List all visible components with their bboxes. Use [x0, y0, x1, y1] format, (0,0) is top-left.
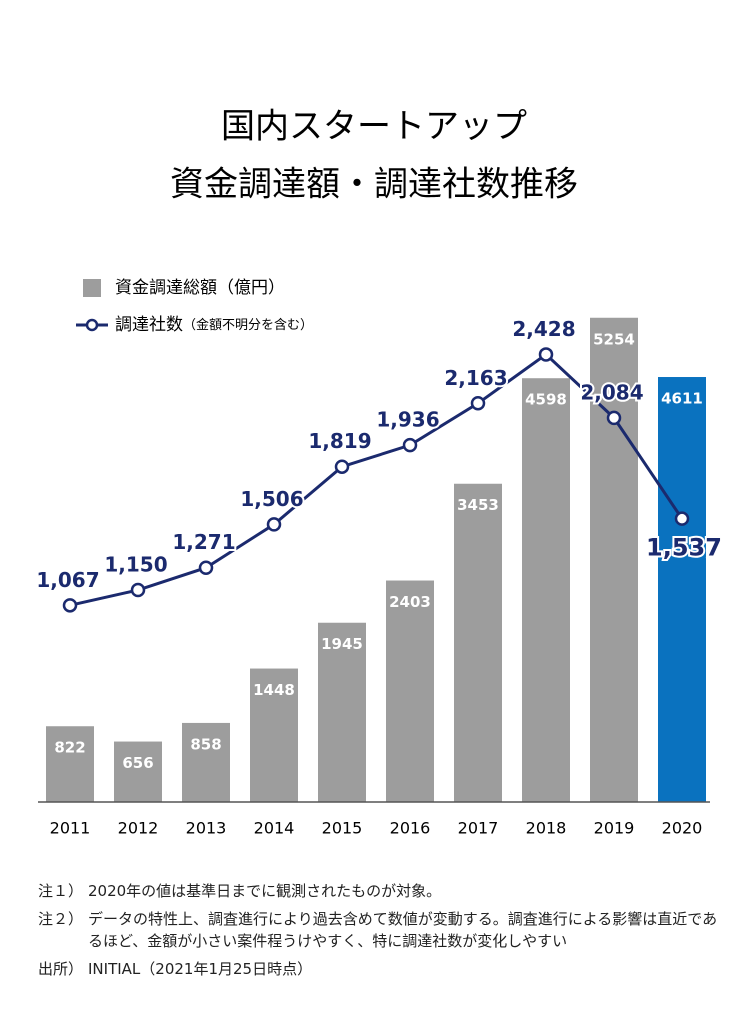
- legend-swatch: [83, 279, 101, 297]
- line-value-label: 1,506: [240, 487, 303, 511]
- line-value-label: 2,084: [580, 380, 643, 404]
- x-tick-label: 2020: [662, 819, 703, 838]
- line: [69, 352, 684, 607]
- bar: [454, 483, 502, 802]
- bar: [658, 377, 706, 802]
- x-tick-label: 2015: [322, 819, 363, 838]
- legend-label: 調達社数: [115, 315, 183, 335]
- legend-label: 資金調達総額（億円）: [115, 278, 285, 298]
- x-tick-label: 2014: [254, 819, 295, 838]
- note-text: INITIAL（2021年1月25日時点）: [88, 960, 313, 978]
- bar-value-label: 4611: [661, 390, 703, 408]
- line-point: [334, 459, 350, 474]
- note: 出所） INITIAL（2021年1月25日時点）: [38, 958, 718, 980]
- bar-value-label: 5254: [593, 330, 635, 348]
- bar-value-label: 858: [190, 735, 221, 753]
- line-value-label: 1,271: [172, 530, 235, 554]
- bar: [250, 668, 298, 802]
- x-tick-label: 2013: [186, 819, 227, 838]
- line-point: [198, 560, 214, 575]
- bar-value-label: 1448: [253, 681, 295, 699]
- bar: [182, 722, 230, 802]
- line-point: [606, 410, 622, 426]
- note: 注１） 2020年の値は基準日までに観測されたものが対象。: [38, 880, 718, 902]
- line-point: [130, 582, 146, 598]
- bar-value-label: 1945: [321, 635, 363, 653]
- bar: [522, 378, 570, 802]
- legend-swatch: [85, 318, 99, 332]
- x-tick-label: 2012: [118, 819, 159, 838]
- x-tick-label: 2019: [594, 819, 635, 838]
- note-label: 注１）: [38, 882, 84, 900]
- note-text: 2020年の値は基準日までに観測されたものが対象。: [88, 882, 442, 900]
- note-label: 注２）: [38, 910, 84, 928]
- line-point: [402, 437, 418, 453]
- bar: [318, 622, 366, 802]
- x-tick-label: 2018: [526, 819, 567, 838]
- chart-title: 国内スタートアップ: [221, 107, 527, 147]
- note: 注２） データの特性上、調査進行により過去含めて数値が変動する。調査進行による影響…: [38, 908, 718, 952]
- note-label: 出所）: [38, 960, 84, 978]
- bar-value-label: 822: [54, 739, 85, 757]
- notes: 注１） 2020年の値は基準日までに観測されたものが対象。 注２） データの特性上、調…: [38, 880, 718, 986]
- line-value-label: 1,067: [36, 568, 99, 592]
- bar-value-label: 4598: [525, 391, 567, 409]
- legend-label: 資金調達総額（億円）: [115, 278, 285, 298]
- line-value-label: 2,428: [512, 317, 575, 341]
- chart: 国内スタートアップ 資金調達額・調達社数推移 822 656 858 1448 1945…: [34, 107, 724, 838]
- bar-value-label: 3453: [457, 496, 499, 514]
- x-tick-label: 2017: [458, 819, 499, 838]
- line-point: [62, 598, 78, 613]
- bar: [46, 726, 94, 802]
- chart-title: 資金調達額・調達社数推移: [170, 165, 578, 205]
- legend-label: 調達社数（金額不明分を含む）: [115, 315, 313, 335]
- line-point: [538, 347, 554, 362]
- line-value-label: 1,150: [104, 553, 167, 577]
- note-text: データの特性上、調査進行により過去含めて数値が変動する。調査進行による影響は直近…: [88, 910, 718, 950]
- line-point: [266, 517, 282, 532]
- line-value-label: 1,936: [376, 408, 439, 432]
- bar-value-label: 656: [122, 754, 153, 772]
- bar: [386, 580, 434, 802]
- bar-value-label: 2403: [389, 593, 431, 611]
- x-tick-label: 2016: [390, 819, 431, 838]
- x-tick-label: 2011: [50, 819, 91, 838]
- legend-note: （金額不明分を含む）: [183, 317, 313, 333]
- line-value-label: 2,163: [444, 366, 507, 390]
- line-point: [470, 396, 486, 411]
- line-value-label: 1,537: [646, 534, 722, 562]
- line-point: [674, 511, 690, 526]
- line-value-label: 1,819: [308, 429, 371, 453]
- bar: [114, 741, 162, 802]
- bar: [590, 317, 638, 802]
